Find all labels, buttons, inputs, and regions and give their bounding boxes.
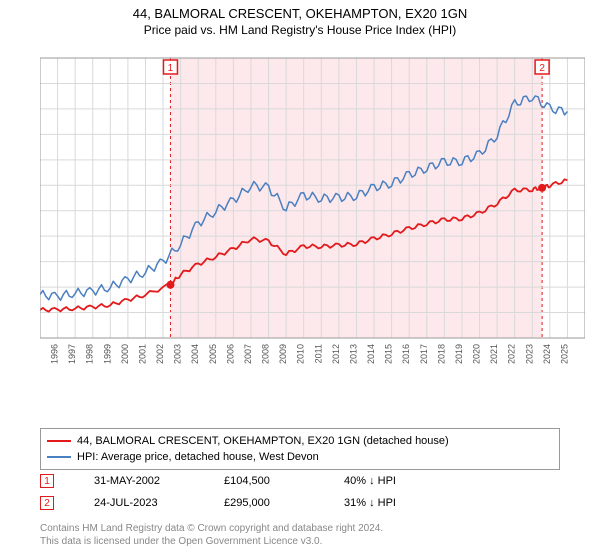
svg-text:2015: 2015 bbox=[384, 344, 394, 364]
sale-marker-1: 1 bbox=[40, 474, 54, 488]
caption-line-1: Contains HM Land Registry data © Crown c… bbox=[40, 522, 383, 535]
svg-text:2019: 2019 bbox=[454, 344, 464, 364]
title-subtitle: Price paid vs. HM Land Registry's House … bbox=[0, 23, 600, 37]
sale-price-2: £295,000 bbox=[224, 497, 304, 509]
svg-text:1999: 1999 bbox=[102, 344, 112, 364]
svg-text:2023: 2023 bbox=[524, 344, 534, 364]
svg-text:2000: 2000 bbox=[120, 344, 130, 364]
legend-label-hpi: HPI: Average price, detached house, West… bbox=[77, 451, 319, 463]
caption-line-2: This data is licensed under the Open Gov… bbox=[40, 535, 383, 548]
legend-swatch-hpi bbox=[47, 456, 71, 458]
svg-text:2011: 2011 bbox=[313, 344, 323, 363]
legend-label-property: 44, BALMORAL CRESCENT, OKEHAMPTON, EX20 … bbox=[77, 435, 449, 447]
svg-text:1995: 1995 bbox=[40, 344, 42, 364]
sale-date-1: 31-MAY-2002 bbox=[94, 475, 184, 487]
sale-delta-2: 31% ↓ HPI bbox=[344, 497, 396, 509]
svg-text:1996: 1996 bbox=[50, 344, 60, 364]
title-block: 44, BALMORAL CRESCENT, OKEHAMPTON, EX20 … bbox=[0, 0, 600, 37]
svg-text:2006: 2006 bbox=[225, 344, 235, 364]
svg-text:2022: 2022 bbox=[507, 344, 517, 364]
sale-marker-2: 2 bbox=[40, 496, 54, 510]
svg-text:2021: 2021 bbox=[489, 344, 499, 364]
svg-text:2013: 2013 bbox=[348, 344, 358, 364]
legend-box: 44, BALMORAL CRESCENT, OKEHAMPTON, EX20 … bbox=[40, 428, 560, 470]
svg-text:2025: 2025 bbox=[559, 344, 569, 364]
sale-row-2: 2 24-JUL-2023 £295,000 31% ↓ HPI bbox=[40, 496, 396, 510]
sale-date-2: 24-JUL-2023 bbox=[94, 497, 184, 509]
chart-container: 44, BALMORAL CRESCENT, OKEHAMPTON, EX20 … bbox=[0, 0, 600, 560]
svg-text:2018: 2018 bbox=[436, 344, 446, 364]
title-address: 44, BALMORAL CRESCENT, OKEHAMPTON, EX20 … bbox=[0, 6, 600, 21]
svg-text:1998: 1998 bbox=[85, 344, 95, 364]
svg-text:2016: 2016 bbox=[401, 344, 411, 364]
svg-text:2017: 2017 bbox=[419, 344, 429, 364]
svg-text:2005: 2005 bbox=[208, 344, 218, 364]
svg-text:2010: 2010 bbox=[296, 344, 306, 364]
svg-text:1: 1 bbox=[168, 63, 174, 74]
caption: Contains HM Land Registry data © Crown c… bbox=[40, 522, 383, 548]
svg-text:2: 2 bbox=[539, 63, 545, 74]
legend-swatch-property bbox=[47, 440, 71, 442]
svg-text:2003: 2003 bbox=[173, 344, 183, 364]
sale-marker-1-num: 1 bbox=[44, 476, 50, 487]
svg-text:1997: 1997 bbox=[67, 344, 77, 364]
sale-marker-2-num: 2 bbox=[44, 498, 50, 509]
svg-text:2004: 2004 bbox=[190, 344, 200, 364]
svg-text:2012: 2012 bbox=[331, 344, 341, 364]
svg-text:2024: 2024 bbox=[542, 344, 552, 364]
svg-text:2020: 2020 bbox=[472, 344, 482, 364]
legend-item-hpi: HPI: Average price, detached house, West… bbox=[47, 449, 553, 465]
svg-text:2009: 2009 bbox=[278, 344, 288, 364]
svg-text:2007: 2007 bbox=[243, 344, 253, 364]
price-chart: £0£50K£100K£150K£200K£250K£300K£350K£400… bbox=[40, 48, 585, 388]
svg-text:2002: 2002 bbox=[155, 344, 165, 364]
svg-text:2014: 2014 bbox=[366, 344, 376, 364]
sale-delta-1: 40% ↓ HPI bbox=[344, 475, 396, 487]
sale-row-1: 1 31-MAY-2002 £104,500 40% ↓ HPI bbox=[40, 474, 396, 488]
sale-price-1: £104,500 bbox=[224, 475, 304, 487]
svg-text:2001: 2001 bbox=[137, 344, 147, 364]
legend-item-property: 44, BALMORAL CRESCENT, OKEHAMPTON, EX20 … bbox=[47, 433, 553, 449]
svg-text:2008: 2008 bbox=[261, 344, 271, 364]
